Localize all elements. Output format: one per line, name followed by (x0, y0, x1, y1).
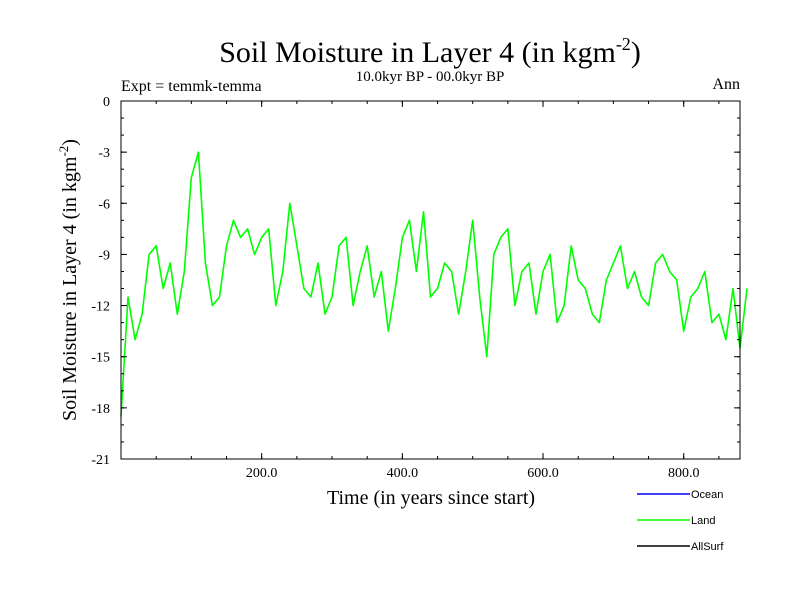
y-tick-label: -18 (91, 402, 110, 417)
x-tick-label: 400.0 (387, 466, 419, 481)
y-tick-label: -9 (98, 248, 110, 263)
y-axis-label: Soil Moisture in Layer 4 (in kgm-2) (56, 139, 81, 421)
y-tick-label: -12 (91, 300, 110, 315)
chart-title: Soil Moisture in Layer 4 (in kgm-2) (219, 34, 641, 69)
legend-label-land: Land (691, 515, 715, 527)
x-tick-label: 800.0 (668, 466, 700, 481)
season-label: Ann (712, 76, 740, 93)
axis-ticks (121, 100, 740, 460)
x-tick-label: 200.0 (246, 466, 278, 481)
plot-frame (120, 100, 741, 460)
y-tick-label: -6 (98, 197, 110, 212)
axis-tick-labels: 0 -3 -6 -9 -12 -15 -18 -21 200.0 400.0 600.0 800.0 (91, 95, 699, 481)
chart-subtitle: 10.0kyr BP - 00.0kyr BP (356, 69, 505, 85)
x-tick-label: 600.0 (527, 466, 559, 481)
y-tick-label: -3 (98, 146, 110, 161)
legend: Ocean Land AllSurf (637, 489, 724, 553)
y-tick-label: -21 (91, 453, 110, 468)
legend-label-ocean: Ocean (691, 489, 723, 501)
series-line-land (120, 151, 748, 417)
legend-label-allsurf: AllSurf (691, 541, 724, 553)
y-tick-label: 0 (103, 95, 110, 110)
x-axis-label: Time (in years since start) (327, 487, 535, 509)
plot-area (120, 151, 748, 417)
experiment-label: Expt = temmk-temma (121, 78, 262, 95)
y-tick-label: -15 (91, 351, 110, 366)
